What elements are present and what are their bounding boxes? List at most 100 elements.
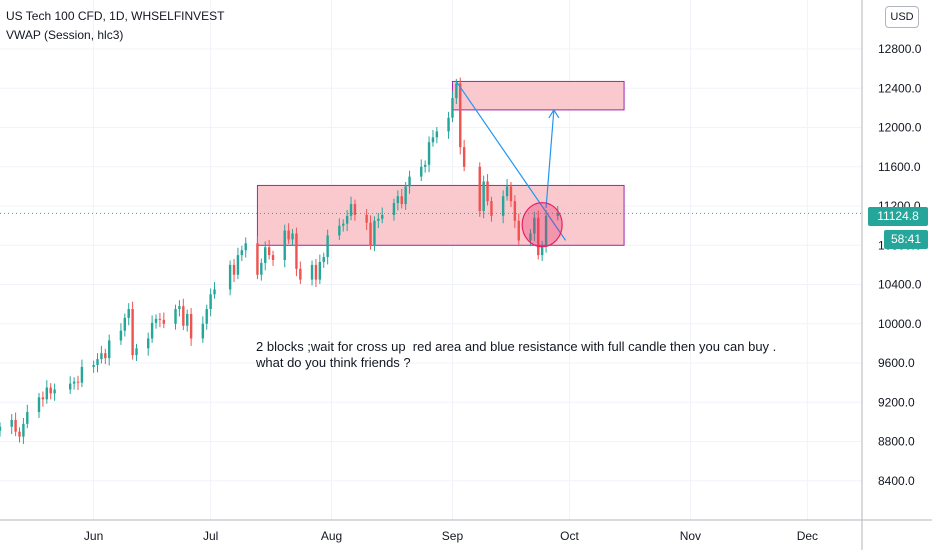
candle <box>18 427 21 443</box>
x-tick-label: Aug <box>321 529 342 543</box>
candle <box>240 245 244 261</box>
candle <box>486 174 489 206</box>
highlight-circle <box>521 202 563 248</box>
candle <box>540 240 544 261</box>
x-tick-label: Oct <box>560 529 579 543</box>
candle <box>72 377 76 390</box>
bar-countdown-label: 58:41 <box>884 230 928 249</box>
candle <box>76 375 80 390</box>
candle <box>482 175 485 219</box>
candle <box>209 288 212 317</box>
candle <box>53 383 56 401</box>
projection-arrow <box>545 109 555 209</box>
candle <box>423 160 427 173</box>
arrow-head <box>548 108 560 119</box>
candle <box>45 380 49 404</box>
candle <box>264 241 267 271</box>
candle <box>505 179 509 201</box>
candle <box>26 404 29 429</box>
y-tick-label: 9600.0 <box>878 356 915 370</box>
y-tick-label: 8400.0 <box>878 474 915 488</box>
x-tick-label: Jul <box>203 529 218 543</box>
candle <box>377 212 380 229</box>
grid-lines <box>0 0 862 520</box>
candle <box>14 412 17 437</box>
candle <box>135 343 138 362</box>
drawings[interactable] <box>0 81 862 248</box>
candle <box>10 414 13 435</box>
x-tick-label: Nov <box>680 529 701 543</box>
y-tick-label: 11600.0 <box>878 160 921 174</box>
support-zone <box>256 184 625 246</box>
y-tick-label: 12800.0 <box>878 42 922 56</box>
candle <box>517 213 520 245</box>
candle <box>150 315 154 343</box>
candle <box>513 195 517 229</box>
x-tick-label: Sep <box>442 529 464 543</box>
target-zone <box>451 80 625 111</box>
candle <box>408 170 411 194</box>
y-tick-label: 8800.0 <box>878 435 915 449</box>
candle <box>22 417 25 444</box>
y-tick-label: 10400.0 <box>878 278 922 292</box>
candle <box>427 136 431 173</box>
candle <box>100 345 103 364</box>
candle <box>365 208 368 231</box>
resistance-trendline <box>455 81 567 241</box>
candle <box>201 316 205 343</box>
annotation-line-1: 2 blocks ;wait for cross up red area and… <box>256 339 777 354</box>
chart-title: US Tech 100 CFD, 1D, WHSELFINVEST <box>6 9 225 23</box>
candle <box>232 259 236 283</box>
candle <box>338 218 341 240</box>
candle <box>178 300 181 317</box>
candle <box>295 227 298 277</box>
candle <box>68 376 72 394</box>
candle <box>478 162 481 217</box>
candle <box>147 332 150 356</box>
candle <box>299 261 302 285</box>
candle <box>310 260 314 286</box>
candle <box>342 219 345 232</box>
candle <box>447 111 450 139</box>
candle <box>420 159 423 182</box>
candle <box>158 312 162 328</box>
candle <box>96 353 99 373</box>
candle <box>322 252 325 268</box>
candle <box>400 188 403 209</box>
candle <box>267 239 271 260</box>
currency-button[interactable]: USD <box>885 6 919 28</box>
candle <box>392 198 396 221</box>
candle <box>256 235 259 280</box>
candle <box>404 182 407 210</box>
candle <box>381 207 384 224</box>
candle <box>104 348 107 364</box>
candle <box>119 323 123 345</box>
candle <box>108 334 111 366</box>
candle <box>396 190 400 211</box>
candle <box>244 237 247 258</box>
candle <box>318 254 322 285</box>
candle <box>345 209 349 232</box>
y-tick-label: 12400.0 <box>878 81 922 95</box>
candle <box>533 211 536 241</box>
candle <box>314 259 318 287</box>
candle <box>41 391 45 407</box>
indicator-legend[interactable]: VWAP (Session, hlc3) <box>6 28 124 42</box>
last-price-label: 11124.8 <box>868 207 928 226</box>
candle <box>92 360 95 373</box>
candle <box>174 304 177 330</box>
candle <box>287 223 290 244</box>
candle <box>544 209 548 253</box>
x-tick-label: Jun <box>84 529 103 543</box>
candles <box>0 77 559 444</box>
candle <box>186 309 189 332</box>
candle <box>205 304 208 330</box>
candle <box>37 392 41 418</box>
candle <box>213 282 216 299</box>
annotation-text[interactable]: 2 blocks ;wait for cross up red area and… <box>256 339 776 371</box>
candle <box>462 139 466 172</box>
drawing-zones[interactable] <box>256 80 625 246</box>
candle <box>353 199 357 221</box>
